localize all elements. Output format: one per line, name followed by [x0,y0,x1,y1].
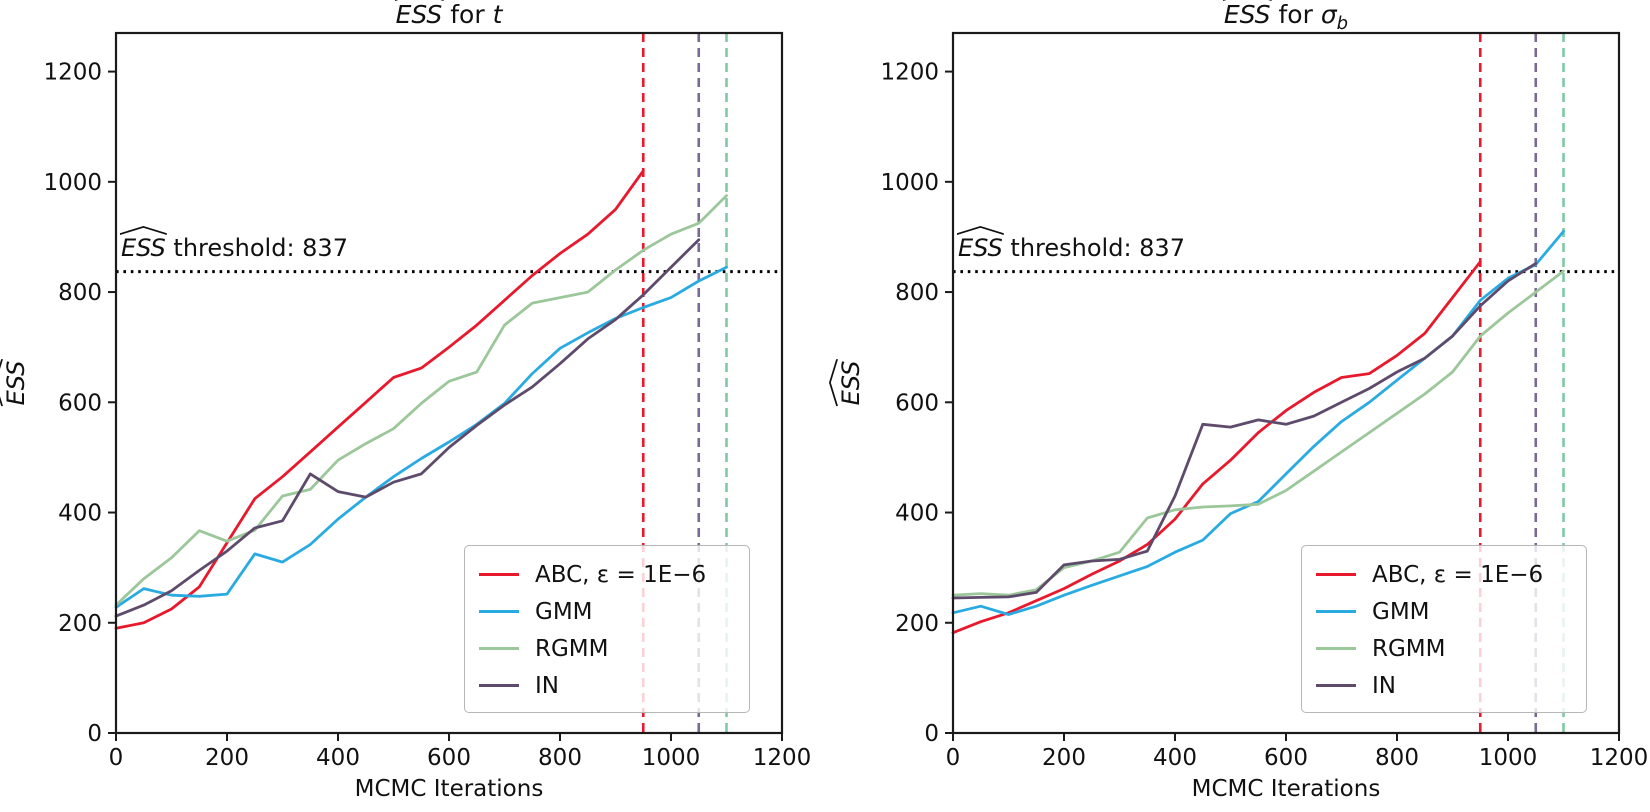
plot-1: 0 200 400 600 800 1000 1200 0 200 400 600 800 1000 12… [880,31,1649,771]
axes-frame [114,31,784,735]
x-tick-label: 1200 [753,745,812,771]
y-tick-label: 600 [895,390,939,416]
legend-item-abc: ABC, ε = 1E−6 [1316,556,1574,593]
rgmm-line-swatch [1316,647,1356,650]
axes-frame [951,31,1621,735]
ess-hat-word: ESS [828,359,865,407]
right-y-axis-label: ESS [828,328,867,438]
x-tick-label: 400 [316,745,360,771]
right-x-axis-label: MCMC Iterations [1191,776,1381,802]
y-tick-label: 1000 [880,170,939,196]
hat-icon [828,359,838,407]
x-tick-label: 1000 [1479,745,1538,771]
y-tick-label: 200 [895,611,939,637]
ess-hat-word: ESS [0,359,30,407]
left-threshold-label: ESS threshold: 837 [119,225,348,262]
y-tick-label: 800 [58,280,102,306]
x-tick-label: 1200 [1590,745,1649,771]
y-tick-label: 1200 [880,60,939,86]
ess-hat-word: ESS [119,225,167,262]
series-gmm [114,265,728,609]
x-tick-label: 600 [1264,745,1308,771]
y-tick-label: 1200 [43,60,102,86]
plot-0: 0 200 400 600 800 1000 1200 0 200 400 600 800 1000 12… [43,31,812,771]
y-tick-label: 600 [58,390,102,416]
legend-item-gmm: GMM [479,593,737,630]
x-tick-label: 0 [109,745,124,771]
legend-item-rgmm: RGMM [479,630,737,667]
series-abc [951,260,1482,635]
right-legend: ABC, ε = 1E−6 GMM RGMM IN [1301,545,1587,713]
in-line-swatch [479,684,519,687]
y-tick-label: 1000 [43,170,102,196]
legend-item-in: IN [1316,667,1574,704]
gmm-line-swatch [479,610,519,613]
series-rgmm [114,194,728,607]
legend-item-abc: ABC, ε = 1E−6 [479,556,737,593]
legend-item-in: IN [479,667,737,704]
x-tick-label: 400 [1153,745,1197,771]
hat-icon [119,225,167,235]
series-abc [114,169,645,630]
hat-icon [394,0,444,1]
x-tick-label: 0 [946,745,961,771]
y-tick-label: 0 [924,721,939,747]
x-tick-label: 200 [1042,745,1086,771]
hat-icon [0,359,3,407]
legend-item-gmm: GMM [1316,593,1574,630]
ess-hat-word: ESS [394,0,444,29]
y-tick-label: 400 [895,501,939,527]
y-tick-label: 800 [895,280,939,306]
left-plot-title: ESS for t [116,0,782,30]
left-x-axis-label: MCMC Iterations [354,776,544,802]
series-in [114,238,701,618]
series-in [951,261,1538,600]
ess-hat-word: ESS [956,225,1004,262]
y-tick-label: 0 [87,721,102,747]
rgmm-line-swatch [479,647,519,650]
in-line-swatch [1316,684,1356,687]
x-tick-label: 200 [205,745,249,771]
ess-hat-word: ESS [1222,0,1272,29]
legend-item-rgmm: RGMM [1316,630,1574,667]
x-tick-label: 600 [427,745,471,771]
x-tick-label: 1000 [642,745,701,771]
x-tick-label: 800 [538,745,582,771]
hat-icon [1222,0,1272,1]
right-plot-title: ESS for σb [953,0,1619,34]
gmm-line-swatch [1316,610,1356,613]
abc-line-swatch [479,573,519,576]
right-threshold-label: ESS threshold: 837 [956,225,1185,262]
left-legend: ABC, ε = 1E−6 GMM RGMM IN [464,545,750,713]
hat-icon [956,225,1004,235]
left-y-axis-label: ESS [0,328,32,438]
abc-line-swatch [1316,573,1356,576]
y-tick-label: 400 [58,501,102,527]
y-tick-label: 200 [58,611,102,637]
x-tick-label: 800 [1375,745,1419,771]
